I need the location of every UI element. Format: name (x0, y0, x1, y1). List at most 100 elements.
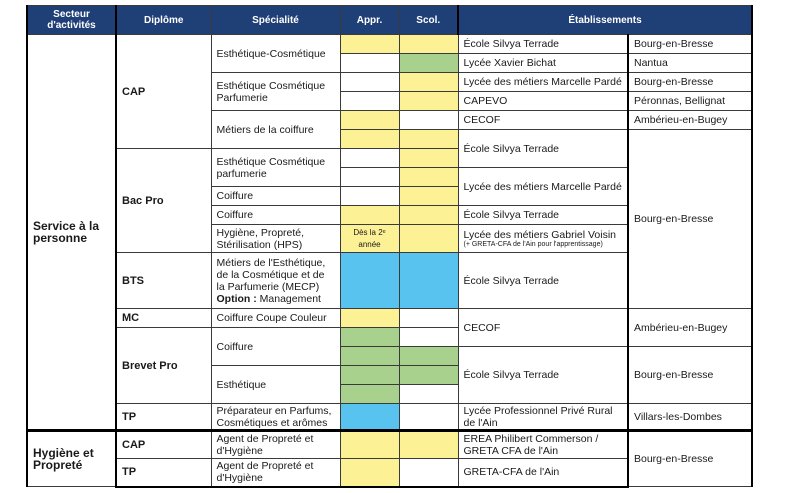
diplome-cell: TP (115, 403, 212, 431)
appr-cell (339, 186, 400, 206)
etablissement-cell: CAPEVO (457, 91, 629, 111)
scol-cell (398, 186, 459, 206)
ville-cell: Ambérieu-en-Bugey (627, 308, 753, 347)
specialite-text: Métiers de l'Esthétique, de la Cosmétiqu… (216, 256, 326, 293)
option-value: Management (259, 292, 321, 305)
ville-cell: Bourg-en-Bresse (627, 34, 753, 54)
diplome-cell: MC (115, 308, 212, 328)
etablissement-cell: École Silvya Terrade (457, 34, 629, 54)
ville-cell: Bourg-en-Bresse (627, 429, 753, 487)
appr-note: Dès la 2ᵉ année (339, 224, 400, 253)
appr-cell (339, 205, 400, 225)
etablissement-note: (+ GRETA-CFA de l'Ain pour l'apprentissa… (463, 240, 603, 248)
formations-table: Secteur d'activités Diplôme Spécialité A… (26, 5, 753, 488)
scol-cell (398, 53, 459, 73)
specialite-cell: Coiffure (210, 327, 341, 366)
etablissement-cell: EREA Philibert Commerson / GRETA CFA de … (457, 429, 629, 459)
etablissement-cell: Lycée Professionnel Privé Rural de l'Ain (457, 403, 629, 431)
scol-cell (398, 346, 459, 366)
header-specialite: Spécialité (210, 5, 341, 35)
diplome-cell: CAP (115, 34, 212, 149)
etablissement-cell: GRETA-CFA de l'Ain (457, 458, 629, 488)
ville-cell: Bourg-en-Bresse (627, 129, 753, 309)
specialite-cell: Coiffure (210, 205, 341, 225)
appr-cell (339, 91, 400, 111)
etablissement-cell: École Silvya Terrade (457, 252, 629, 309)
specialite-cell: Préparateur en Parfums, Cosmétiques et a… (210, 403, 341, 431)
etablissement-cell: CECOF (457, 308, 629, 347)
ville-cell: Bourg-en-Bresse (627, 346, 753, 404)
scol-cell (398, 384, 459, 404)
specialite-cell: Agent de Propreté et d'Hygiène (210, 458, 341, 488)
specialite-cell: Esthétique (210, 365, 341, 404)
appr-cell (339, 384, 400, 404)
scol-cell (398, 34, 459, 54)
appr-cell (339, 327, 400, 347)
etablissement-cell: CECOF (457, 110, 629, 130)
scol-cell (398, 403, 459, 431)
sector-cell: Service à la personne (26, 34, 117, 431)
specialite-cell: Coiffure Coupe Couleur (210, 308, 341, 328)
scol-cell (398, 458, 459, 488)
appr-cell (339, 148, 400, 168)
header-etablissements: Établissements (457, 5, 753, 35)
diplome-cell: CAP (115, 429, 212, 459)
specialite-cell: Métiers de l'Esthétique, de la Cosmétiqu… (210, 252, 341, 309)
scol-cell (398, 110, 459, 130)
specialite-cell: Métiers de la coiffure (210, 110, 341, 149)
ville-cell: Péronnas, Bellignat (627, 91, 753, 111)
option-label: Option : (216, 292, 257, 305)
specialite-cell: Agent de Propreté et d'Hygiène (210, 429, 341, 459)
appr-cell (339, 346, 400, 366)
scol-cell (398, 327, 459, 347)
specialite-cell: Esthétique Cosmétique Parfumerie (210, 72, 341, 111)
scol-cell (398, 72, 459, 92)
scol-cell (398, 365, 459, 385)
scol-cell (398, 429, 459, 459)
etablissement-cell: Lycée des métiers Marcelle Pardé (457, 72, 629, 92)
header-diplome: Diplôme (115, 5, 212, 35)
diplome-cell: TP (115, 458, 212, 488)
header-scol: Scol. (398, 5, 459, 35)
appr-cell (339, 53, 400, 73)
specialite-cell: Coiffure (210, 186, 341, 206)
ville-cell: Ambérieu-en-Bugey (627, 110, 753, 130)
scol-cell (398, 129, 459, 149)
etablissement-cell: École Silvya Terrade (457, 205, 629, 225)
etablissement-cell: Lycée des métiers Gabriel Voisin (+ GRET… (457, 224, 629, 253)
appr-cell (339, 365, 400, 385)
header-appr: Appr. (339, 5, 400, 35)
appr-cell (339, 429, 400, 459)
ville-cell: Bourg-en-Bresse (627, 72, 753, 92)
specialite-cell: Esthétique Cosmétique parfumerie (210, 148, 341, 187)
diplome-cell: Bac Pro (115, 148, 212, 253)
scol-cell (398, 167, 459, 187)
appr-cell (339, 110, 400, 130)
header-secteur: Secteur d'activités (26, 5, 117, 35)
diplome-cell: Brevet Pro (115, 327, 212, 404)
etablissement-cell: Lycée Xavier Bichat (457, 53, 629, 73)
scol-cell (398, 224, 459, 253)
etablissement-cell: Lycée des métiers Marcelle Pardé (457, 167, 629, 206)
appr-cell (339, 72, 400, 92)
etablissement-name: Lycée des métiers Gabriel Voisin (463, 228, 617, 241)
specialite-cell: Esthétique-Cosmétique (210, 34, 341, 73)
sector-cell: Hygiène et Propreté (26, 429, 117, 487)
ville-cell: Nantua (627, 53, 753, 73)
scol-cell (398, 252, 459, 309)
specialite-cell: Hygiène, Propreté, Stérilisation (HPS) (210, 224, 341, 253)
appr-cell (339, 167, 400, 187)
appr-cell (339, 34, 400, 54)
scol-cell (398, 148, 459, 168)
diplome-cell: BTS (115, 252, 212, 309)
ville-cell: Villars-les-Dombes (627, 403, 753, 431)
etablissement-cell: École Silvya Terrade (457, 346, 629, 404)
scol-cell (398, 91, 459, 111)
appr-cell (339, 403, 400, 431)
scol-cell (398, 205, 459, 225)
etablissement-cell: École Silvya Terrade (457, 129, 629, 168)
appr-cell (339, 458, 400, 488)
appr-cell (339, 308, 400, 328)
appr-cell (339, 129, 400, 149)
scol-cell (398, 308, 459, 328)
